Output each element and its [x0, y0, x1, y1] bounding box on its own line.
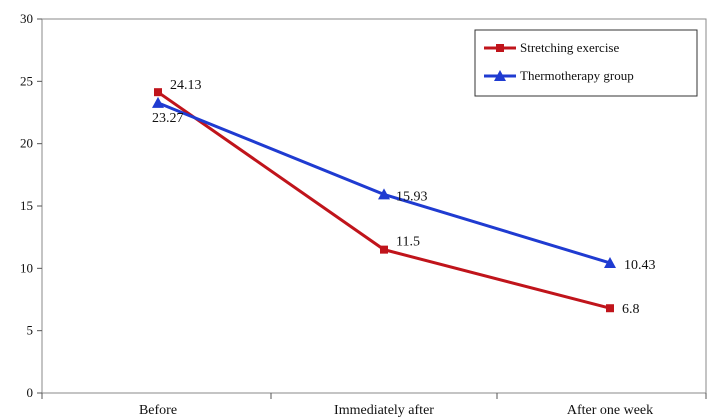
data-point-triangle — [152, 96, 164, 108]
x-category-label: Immediately after — [334, 403, 434, 418]
data-point-square — [380, 245, 388, 254]
data-label: 15.93 — [396, 189, 428, 204]
y-tick-label: 10 — [20, 260, 33, 275]
data-point-square — [154, 88, 162, 97]
y-tick-label: 5 — [27, 323, 34, 338]
data-point-square — [606, 304, 614, 313]
y-tick-label: 20 — [20, 136, 33, 151]
data-label: 10.43 — [624, 258, 656, 273]
legend-label: Thermotherapy group — [520, 68, 634, 83]
data-label: 23.27 — [152, 111, 184, 126]
y-tick-label: 15 — [20, 198, 33, 213]
data-label: 6.8 — [622, 302, 640, 317]
y-axis: 0 5 10 15 20 25 30 — [20, 11, 42, 400]
x-axis: Before Immediately after After one week — [41, 393, 707, 418]
data-point-triangle — [604, 256, 616, 268]
y-tick-label: 30 — [20, 11, 33, 26]
legend-label: Stretching exercise — [520, 40, 619, 55]
data-label: 24.13 — [170, 78, 202, 93]
legend: Stretching exercise Thermotherapy group — [474, 29, 698, 97]
legend-marker-square — [496, 44, 504, 52]
legend-marker-triangle — [494, 70, 506, 81]
data-label: 11.5 — [396, 235, 420, 250]
x-category-label: Before — [139, 403, 177, 418]
data-labels: 24.13 11.5 6.8 23.27 15.93 10.43 — [152, 78, 656, 317]
data-point-triangle — [378, 188, 390, 200]
legend-box — [474, 29, 698, 97]
y-tick-label: 0 — [27, 385, 34, 400]
series-group — [152, 88, 616, 313]
y-tick-label: 25 — [20, 73, 33, 88]
x-category-label: After one week — [567, 403, 653, 418]
